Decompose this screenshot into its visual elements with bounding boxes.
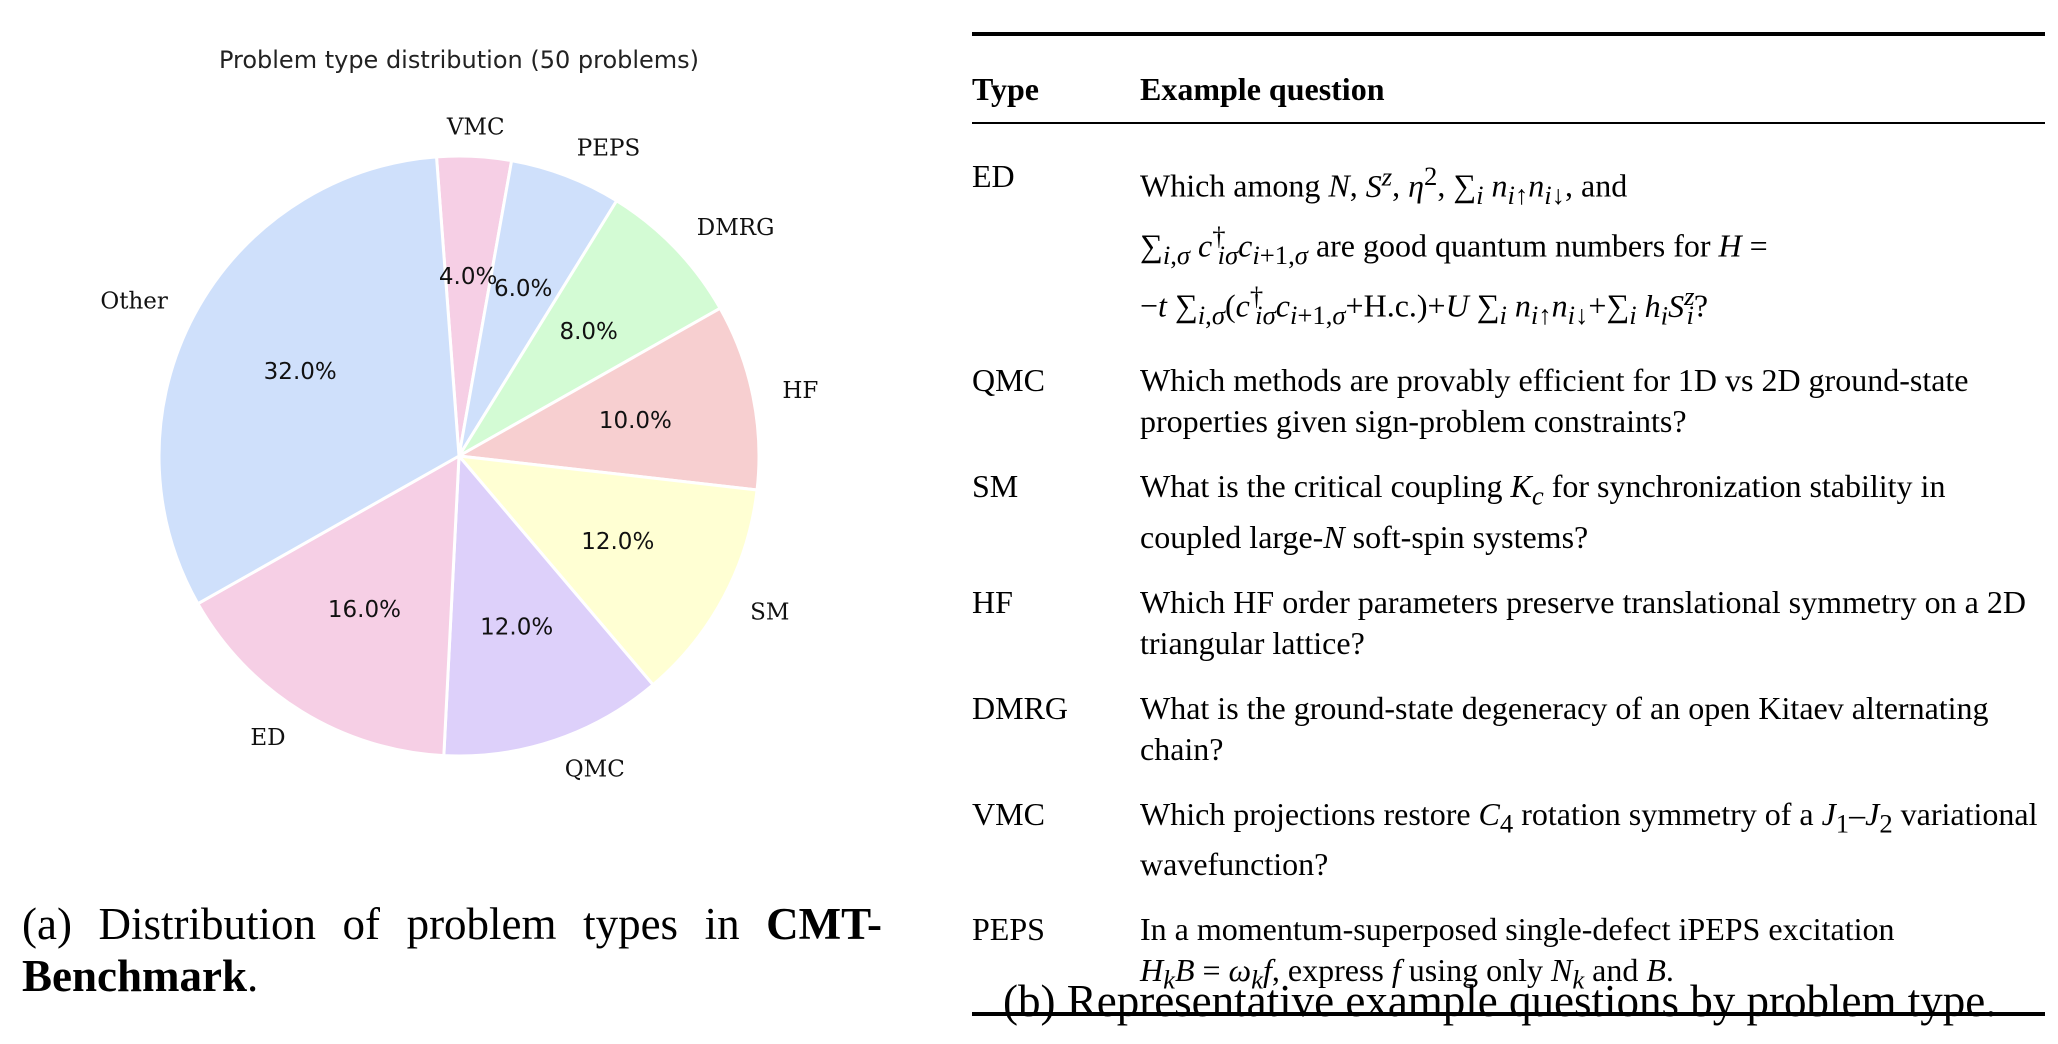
slice-percent-ed: 16.0%	[328, 597, 401, 623]
pie-slice-dmrg	[457, 198, 723, 458]
slice-label-qmc: QMC	[565, 757, 625, 783]
slice-percent-peps: 6.0%	[494, 276, 552, 302]
table-row: SM What is the critical coupling Kc for …	[972, 466, 2045, 581]
slice-percent-hf: 10.0%	[599, 408, 672, 434]
pie-labels: VMC 4.0% PEPS 6.0% DMRG 8.0% HF 10.0% SM 12.0% QMC…	[100, 114, 818, 782]
row-question: Which HF order parameters preserve trans…	[1140, 583, 2026, 661]
slice-percent-other: 32.0%	[264, 359, 337, 385]
slice-percent-vmc: 4.0%	[439, 264, 497, 290]
caption-a-suffix: .	[247, 951, 259, 1001]
row-question: Which methods are provably efficient for…	[1140, 362, 1969, 440]
table-row: PEPS In a momentum-superposed single-def…	[972, 909, 2045, 1012]
table-row: HF Which HF order parameters preserve tr…	[972, 582, 2045, 688]
example-table: Type Example question ED Which among N, …	[972, 32, 2045, 1017]
table-top-rule	[972, 32, 2045, 36]
slice-percent-sm: 12.0%	[581, 529, 654, 555]
pie-slice-hf	[454, 306, 761, 492]
table-row: DMRG What is the ground-state degeneracy…	[972, 688, 2045, 794]
caption-b: (b) Representative example questions by …	[1003, 976, 1997, 1026]
row-type: ED	[972, 158, 1015, 194]
slice-label-other: Other	[100, 289, 168, 315]
row-type: PEPS	[972, 910, 1045, 947]
header-question: Example question	[1140, 71, 1385, 107]
table-mid-rule	[972, 122, 2045, 124]
slice-label-vmc: VMC	[446, 114, 505, 140]
slice-label-ed: ED	[250, 725, 285, 751]
row-type: DMRG	[972, 689, 1069, 726]
row-question: In a momentum-superposed single-defect i…	[1140, 910, 1895, 995]
pie-chart: Problem type distribution (50 problems) …	[100, 46, 818, 783]
row-type: HF	[972, 583, 1013, 620]
row-type: SM	[972, 468, 1019, 505]
pie-slice-sm	[455, 454, 759, 687]
pie-slices	[157, 154, 761, 758]
caption-a-prefix: (a) Distribution of problem types in	[22, 899, 767, 949]
row-question: Which among N, Sz, η2, ∑i ni↑ni↓, and ∑i,…	[1140, 161, 1768, 331]
table-header-row: Type Example question	[972, 36, 2045, 122]
slice-label-dmrg: DMRG	[697, 215, 775, 241]
slice-percent-dmrg: 8.0%	[559, 319, 617, 345]
header-type: Type	[972, 71, 1039, 107]
table-bottom-rule	[972, 1012, 2045, 1017]
pie-slice-qmc	[442, 452, 656, 758]
slice-label-peps: PEPS	[577, 136, 641, 162]
row-type: QMC	[972, 362, 1045, 399]
pie-slice-ed	[195, 453, 461, 758]
table-row: VMC Which projections restore C4 rotatio…	[972, 794, 2045, 909]
caption-a-bold: CMT-Benchmark	[22, 899, 882, 1001]
row-question: Which projections restore C4 rotation sy…	[1140, 795, 2038, 882]
slice-label-sm: SM	[750, 599, 789, 625]
caption-a: (a) Distribution of problem types in CMT…	[22, 898, 882, 1002]
row-question: What is the critical coupling Kc for syn…	[1140, 468, 1946, 555]
table-row: QMC Which methods are provably efficient…	[972, 360, 2045, 466]
slice-label-hf: HF	[782, 378, 818, 404]
slice-percent-qmc: 12.0%	[480, 614, 553, 640]
row-question: What is the ground-state degeneracy of a…	[1140, 689, 1989, 767]
pie-slice-other	[157, 155, 461, 606]
table-row: ED Which among N, Sz, η2, ∑i ni↑ni↓, and…	[972, 124, 2045, 360]
row-type: VMC	[972, 795, 1045, 832]
chart-title: Problem type distribution (50 problems)	[219, 46, 699, 74]
